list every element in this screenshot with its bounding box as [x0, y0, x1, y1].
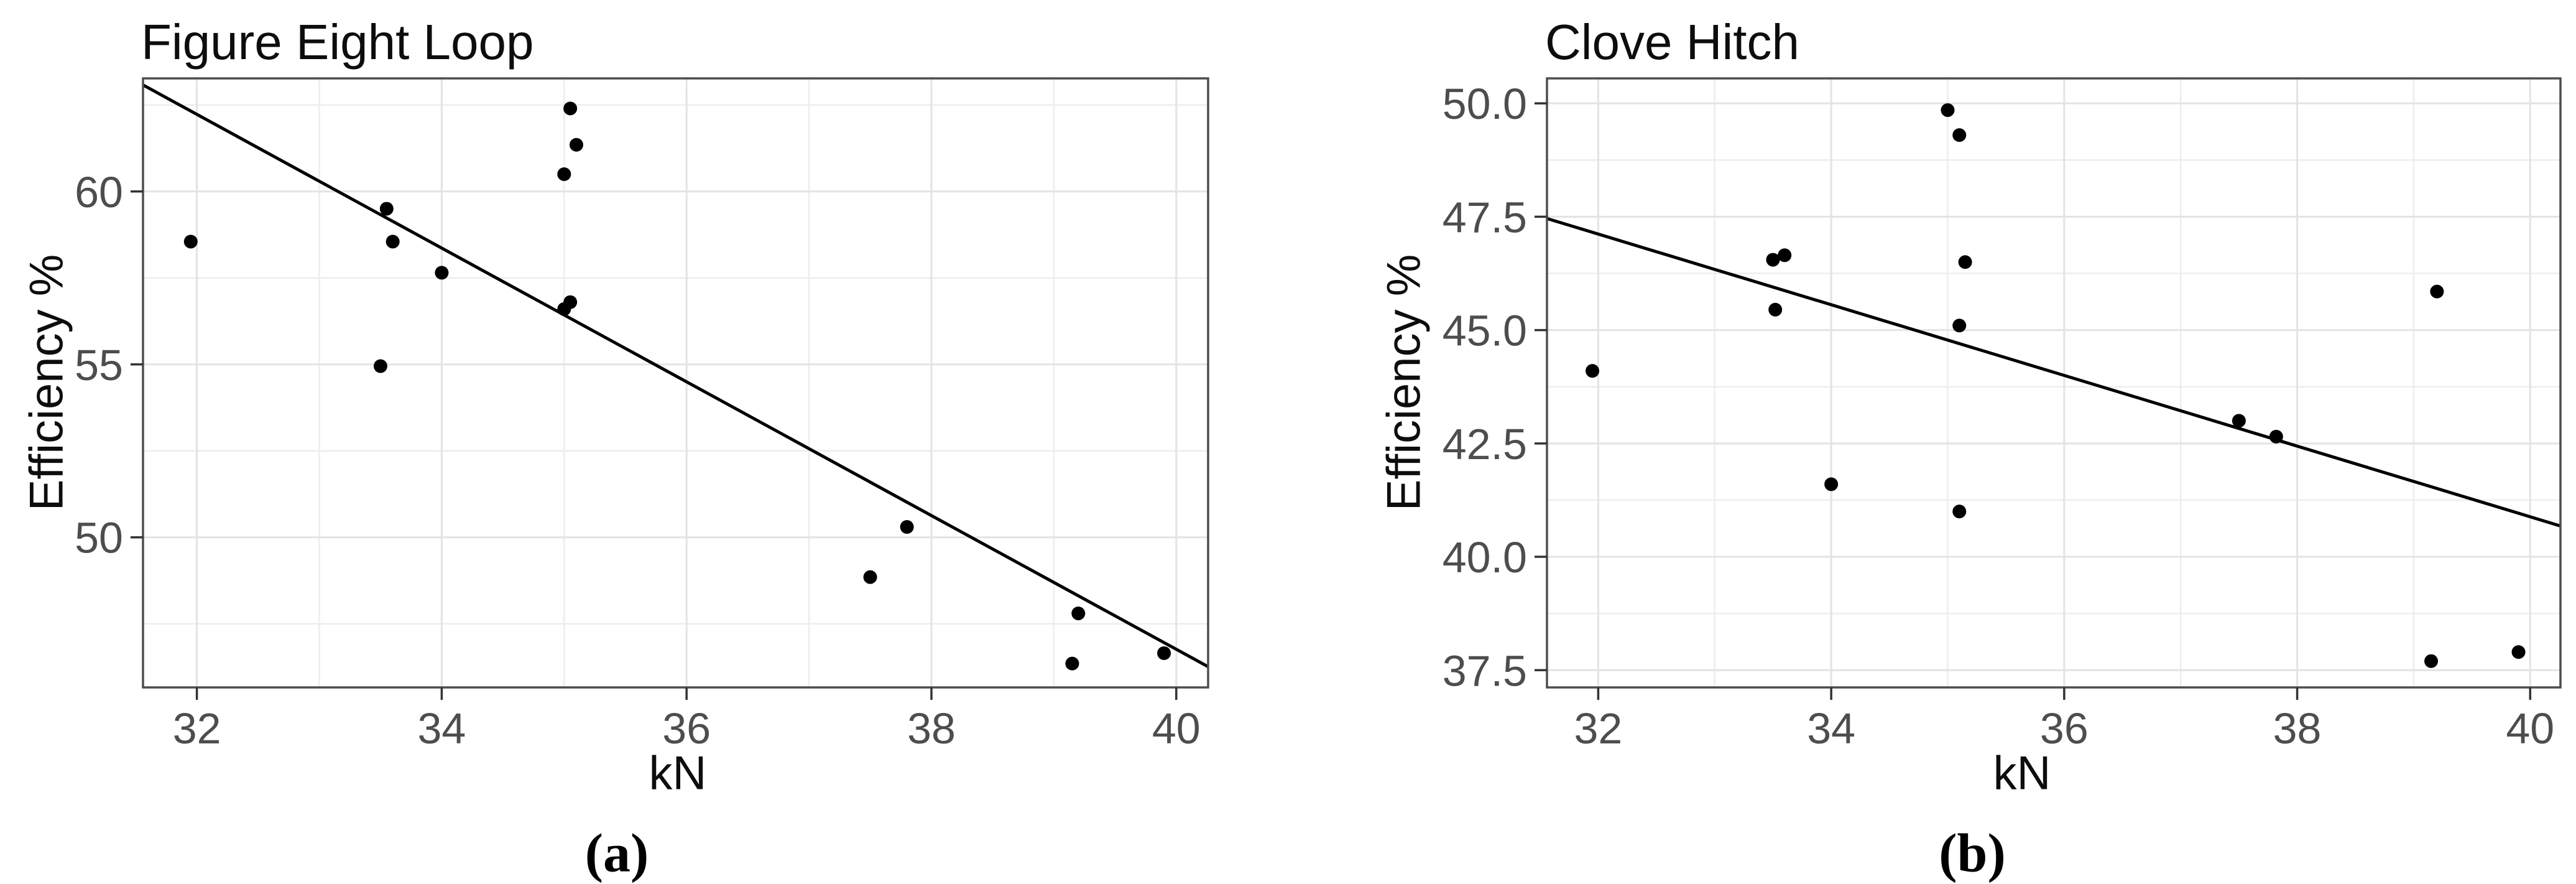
y-tick-label: 50 — [75, 514, 123, 562]
grid-major — [1547, 78, 2560, 687]
y-tick-label: 42.5 — [1443, 420, 1527, 468]
subfigure-label-b: (b) — [1939, 823, 2006, 884]
grid-major — [143, 78, 1208, 687]
data-point — [1586, 364, 1600, 378]
data-point — [2511, 645, 2526, 659]
panel-border — [1546, 77, 2562, 689]
axis-ticks — [131, 190, 1178, 700]
data-point — [570, 137, 584, 152]
data-point — [1768, 302, 1783, 317]
x-tick-label: 36 — [2040, 704, 2089, 753]
data-point — [435, 266, 449, 280]
y-tick-label: 47.5 — [1443, 193, 1527, 241]
x-axis-label-right: kN — [1993, 747, 2051, 800]
data-point — [563, 295, 578, 309]
data-point — [1766, 253, 1780, 267]
y-axis-label-left: Efficiency % — [20, 254, 73, 511]
x-tick-label: 34 — [417, 704, 466, 753]
data-points — [1586, 103, 2526, 668]
x-tick-label: 40 — [1152, 704, 1201, 753]
panel-background — [1547, 78, 2560, 687]
data-point — [385, 235, 400, 249]
axis-tick-labels: 32 34 36 38 40 37.5 40.0 42.5 45.0 47.5 50.0 — [1443, 80, 2554, 753]
y-axis-label-right: Efficiency % — [1377, 254, 1431, 511]
subfigure-label-a: (a) — [584, 823, 649, 884]
x-tick-label: 32 — [1574, 704, 1622, 753]
y-tick-label: 37.5 — [1443, 646, 1527, 695]
data-point — [1952, 128, 1967, 142]
x-tick-label: 38 — [2273, 704, 2322, 753]
x-axis-label-left: kN — [649, 747, 707, 800]
data-point — [1157, 646, 1171, 660]
data-point — [1958, 255, 1972, 269]
y-tick-label: 50.0 — [1443, 80, 1527, 128]
grid-minor — [1547, 78, 2560, 687]
y-tick-label: 60 — [75, 168, 123, 216]
data-point — [900, 520, 914, 534]
axis-ticks — [1535, 102, 2532, 700]
data-point — [863, 570, 877, 584]
data-point — [1952, 505, 1967, 519]
data-point — [1778, 248, 1792, 263]
trend-line — [142, 83, 1209, 668]
data-point — [373, 359, 387, 373]
data-point — [1065, 656, 1079, 671]
chart-panel-a: 32 34 36 38 40 50 55 60 — [75, 77, 1209, 753]
data-points — [183, 101, 1171, 671]
x-tick-label: 34 — [1807, 704, 1855, 753]
data-point — [1824, 477, 1839, 491]
data-point — [1941, 103, 1955, 118]
data-point — [183, 235, 198, 249]
data-point — [1071, 607, 1086, 621]
data-point — [1952, 319, 1967, 333]
x-tick-label: 36 — [662, 704, 711, 753]
axis-tick-labels: 32 34 36 38 40 50 55 60 — [75, 168, 1201, 753]
chart-title-clove-hitch: Clove Hitch — [1545, 14, 1800, 70]
y-tick-label: 55 — [75, 341, 123, 389]
data-point — [563, 101, 578, 116]
data-point — [557, 167, 571, 181]
x-tick-label: 40 — [2506, 704, 2554, 753]
y-tick-label: 45.0 — [1443, 307, 1527, 355]
x-tick-label: 38 — [907, 704, 956, 753]
x-tick-label: 32 — [173, 704, 221, 753]
y-tick-label: 40.0 — [1443, 533, 1527, 582]
panel-border — [142, 77, 1209, 689]
data-point — [2269, 429, 2283, 444]
chart-panel-b: 32 34 36 38 40 37.5 40.0 42.5 45.0 47.5 50.0 — [1443, 77, 2562, 753]
data-point — [2430, 284, 2444, 299]
data-point — [379, 202, 394, 216]
data-point — [2424, 654, 2439, 668]
data-point — [2232, 414, 2246, 428]
chart-title-figure-eight-loop: Figure Eight Loop — [141, 14, 534, 70]
panel-background — [143, 78, 1208, 687]
trend-line — [1546, 216, 2561, 528]
